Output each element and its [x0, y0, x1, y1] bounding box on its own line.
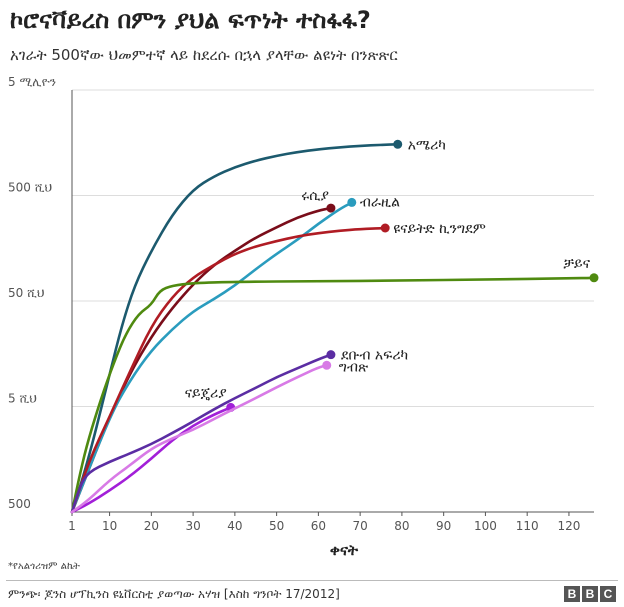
x-tick-label: 110 [516, 519, 539, 533]
chart-subtitle: አገራት 500ኛው ህመምተኛ ላይ ከደረሱ በኋላ ያላቸው ልዩነት በ… [10, 46, 398, 64]
x-tick-label: 120 [557, 519, 580, 533]
series-end-point [322, 360, 332, 370]
series-line [70, 276, 596, 514]
series-line [70, 406, 232, 514]
grid-lines [72, 89, 594, 407]
series-line [70, 201, 354, 514]
series-label: ናይጄሪያ [185, 385, 227, 401]
series-label: አሜሪካ [408, 137, 446, 153]
series-line [70, 364, 329, 514]
series-lines [70, 139, 599, 514]
y-tick-label: 500 ሺህ [8, 181, 52, 195]
series-end-point [326, 350, 336, 360]
series-label: ቻይና [563, 256, 590, 272]
x-tick-label: 90 [436, 519, 451, 533]
x-tick-label: 70 [353, 519, 368, 533]
series-end-point [380, 223, 390, 233]
x-tick-label: 100 [474, 519, 497, 533]
series-labels: አሜሪካ ሩሲያ ብራዚል ዩናይትድ ኪንግደም ቻይና ደቡብ አፍሪካ ናይጄሪያ ግብ… [185, 137, 591, 401]
footnote: *የአልጎሪዝም ልኬት [8, 561, 80, 572]
series-label: ደቡብ አፍሪካ [341, 348, 408, 364]
y-tick-label: 5 ሚሊዮን [8, 75, 56, 89]
series-end-point [393, 139, 403, 149]
y-tick-label: 500 [8, 497, 31, 511]
brand-letter: C [600, 586, 616, 602]
series-label: ብራዚል [360, 194, 400, 210]
bbc-logo: B B C [564, 586, 616, 602]
x-tick-label: 80 [394, 519, 409, 533]
series-line [70, 353, 333, 514]
series-label: ግብጽ [339, 359, 369, 375]
series-line [70, 206, 333, 514]
brand-letter: B [564, 586, 580, 602]
series-end-point [589, 273, 599, 283]
y-tick-label: 5 ሺህ [8, 392, 37, 406]
series-end-point [347, 197, 357, 207]
x-axis-label: ቀናት [330, 541, 359, 559]
x-tick-label: 20 [144, 519, 159, 533]
series-end-point [326, 203, 336, 213]
x-tick-label: 1 [68, 519, 76, 533]
series-line [70, 226, 387, 514]
y-tick-label: 50 ሺህ [8, 286, 44, 300]
series-line [70, 143, 400, 514]
chart-title: ኮሮናቫይረስ በምን ያህል ፍጥነት ተስፋፋ? [10, 6, 371, 34]
series-label: ዩናይትድ ኪንግደም [393, 221, 486, 237]
x-tick-label: 60 [311, 519, 326, 533]
brand-letter: B [582, 586, 598, 602]
x-tick-label: 30 [185, 519, 200, 533]
divider [6, 580, 618, 581]
x-tick-label: 10 [102, 519, 117, 533]
x-tick-label: 40 [227, 519, 242, 533]
series-label: ሩሲያ [301, 188, 329, 204]
x-tick-label: 50 [269, 519, 284, 533]
source-note: ምንጭ፡ ጆንስ ሆፕኪንስ ዩኒቨርስቲ ያወጣው አሃዝ [እስከ ግንቦት… [8, 587, 340, 601]
